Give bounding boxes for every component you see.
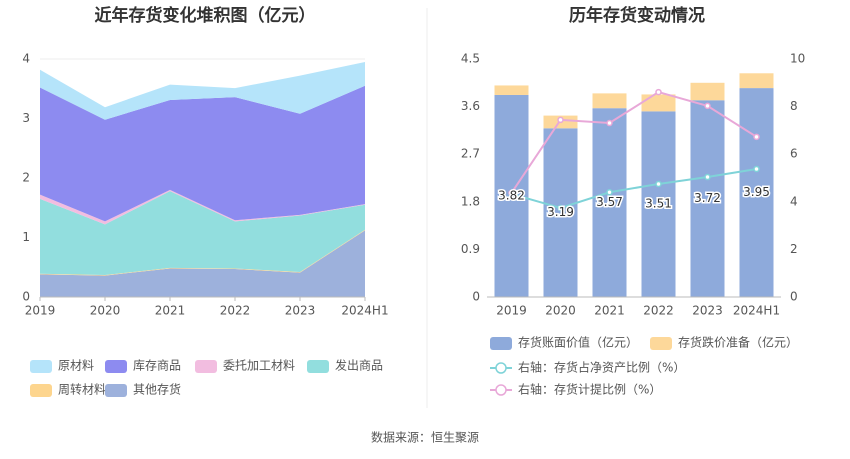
chart-title: 近年存货变化堆积图（亿元） — [95, 5, 316, 26]
bar — [690, 82, 725, 101]
bar — [641, 94, 676, 112]
source: 数据来源：恒生聚源 — [371, 430, 479, 445]
x-tick-label: 2020 — [90, 304, 121, 318]
line-point — [606, 119, 613, 127]
value-label: 3.19 — [547, 205, 574, 219]
value-label: 3.51 — [645, 197, 672, 211]
y-tick-label: 8 — [790, 99, 798, 113]
legend-label: 右轴：存货占净资产比例（%） — [518, 360, 685, 375]
legend-marker — [495, 384, 507, 396]
line-point — [557, 116, 564, 124]
line-point — [655, 180, 662, 188]
bar — [592, 108, 627, 297]
value-label: 3.82 — [498, 188, 525, 202]
legend-swatch — [105, 384, 127, 397]
value-label: 3.57 — [596, 195, 623, 209]
x-tick-label: 2023 — [692, 304, 723, 318]
legend-swatch — [195, 360, 217, 373]
bar — [592, 93, 627, 109]
x-tick-label: 2019 — [25, 304, 56, 318]
y-tick-label: 0.9 — [461, 242, 480, 256]
legend-label: 周转材料 — [58, 382, 106, 397]
x-tick-label: 2019 — [496, 304, 527, 318]
area — [40, 191, 365, 275]
line-point — [753, 165, 760, 173]
line-point — [655, 88, 662, 96]
legend-swatch — [30, 360, 52, 373]
y-tick-label: 0 — [790, 290, 798, 304]
y-tick-label: 0 — [472, 290, 480, 304]
legend-swatch — [490, 337, 512, 350]
line-point — [704, 102, 711, 110]
area — [40, 189, 365, 225]
bar — [739, 73, 774, 89]
x-tick-label: 2021 — [155, 304, 186, 318]
chart-title: 历年存货变动情况 — [569, 5, 705, 26]
legend-label: 库存商品 — [133, 358, 181, 373]
y-tick-label: 1 — [22, 230, 30, 244]
y-tick-label: 0 — [22, 290, 30, 304]
legend-label: 存货跌价准备（亿元） — [678, 335, 798, 350]
bar — [494, 85, 529, 95]
y-tick-label: 4.5 — [461, 52, 480, 66]
legend-swatch — [30, 384, 52, 397]
y-tick-label: 4 — [790, 194, 798, 208]
area — [40, 85, 365, 222]
legend-label: 发出商品 — [335, 358, 383, 373]
x-tick-label: 2021 — [594, 304, 625, 318]
x-tick-label: 2022 — [220, 304, 251, 318]
x-tick-label: 2023 — [285, 304, 316, 318]
bar — [543, 128, 578, 297]
legend-label: 右轴：存货计提比例（%） — [518, 382, 661, 397]
value-label: 3.95 — [743, 185, 770, 199]
y-tick-label: 10 — [790, 52, 805, 66]
x-tick-label: 2020 — [545, 304, 576, 318]
area — [40, 61, 365, 120]
line-point — [606, 189, 613, 196]
line-point — [508, 189, 515, 197]
line-point — [753, 133, 760, 141]
y-tick-label: 6 — [790, 147, 798, 161]
legend-swatch — [650, 337, 672, 350]
line — [510, 90, 758, 194]
legend-label: 其他存货 — [133, 382, 181, 397]
bar — [739, 88, 774, 297]
y-tick-label: 4 — [22, 52, 30, 66]
y-tick-label: 2.7 — [461, 147, 480, 161]
y-tick-label: 2 — [22, 171, 30, 185]
area — [40, 230, 365, 297]
legend-swatch — [105, 360, 127, 373]
y-tick-label: 3.6 — [461, 99, 480, 113]
bar — [641, 111, 676, 297]
bar — [690, 100, 725, 298]
x-tick-label: 2024H1 — [341, 304, 388, 318]
line-point — [557, 204, 564, 212]
x-tick-label: 2024H1 — [733, 304, 780, 318]
y-tick-label: 3 — [22, 111, 30, 125]
legend-marker — [495, 362, 507, 374]
legend-label: 委托加工材料 — [223, 359, 295, 373]
line — [511, 167, 757, 210]
legend-label: 原材料 — [58, 359, 94, 373]
y-tick-label: 2 — [790, 242, 798, 256]
legend-swatch — [307, 360, 329, 373]
line-point — [704, 173, 711, 181]
legend-label: 存货账面价值（亿元） — [518, 335, 638, 350]
value-label: 3.72 — [694, 191, 721, 205]
x-tick-label: 2022 — [643, 304, 674, 318]
y-tick-label: 1.8 — [461, 194, 480, 208]
